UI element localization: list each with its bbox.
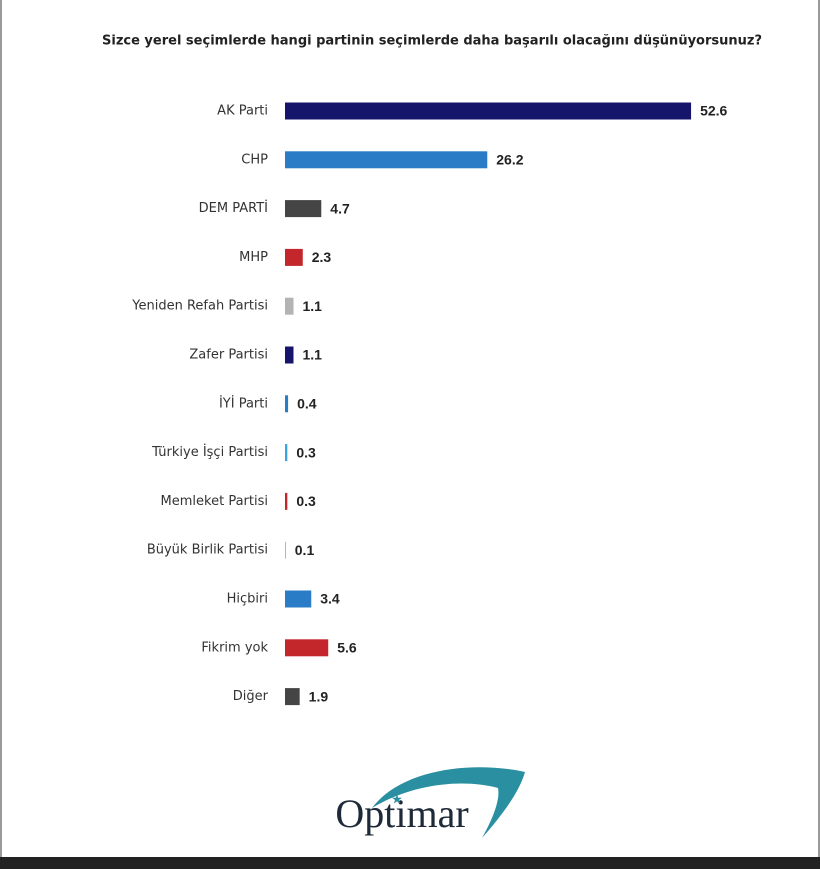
- bar: [285, 541, 286, 559]
- bar: [285, 590, 312, 608]
- category-label: Diğer: [233, 689, 269, 704]
- category-label: Büyük Birlik Partisi: [147, 543, 268, 558]
- logo-swoosh: [372, 767, 525, 838]
- category-label: CHP: [241, 152, 268, 167]
- bar: [285, 688, 300, 706]
- bar: [285, 346, 294, 364]
- bar: [285, 492, 288, 510]
- value-label: 0.3: [296, 493, 316, 509]
- chart-title: Sizce yerel seçimlerde hangi partinin se…: [102, 34, 762, 49]
- bar: [285, 102, 692, 120]
- logo-star: ★: [391, 793, 403, 808]
- category-label: Zafer Partisi: [189, 348, 268, 363]
- bar: [285, 200, 322, 218]
- category-label: DEM PARTİ: [199, 200, 268, 216]
- bar: [285, 151, 488, 169]
- value-label: 1.9: [309, 688, 329, 704]
- bar: [285, 639, 329, 657]
- bar: [285, 297, 294, 315]
- value-label: 1.1: [302, 298, 322, 314]
- value-label: 2.3: [312, 249, 332, 265]
- value-label: 0.3: [296, 444, 316, 460]
- category-label: Yeniden Refah Partisi: [131, 299, 268, 314]
- value-label: 3.4: [320, 591, 340, 607]
- value-label: 1.1: [302, 347, 322, 363]
- bottom-band: [0, 857, 820, 869]
- value-label: 0.4: [297, 396, 317, 412]
- bar: [285, 248, 303, 266]
- value-label: 52.6: [700, 103, 727, 119]
- value-label: 0.1: [295, 542, 315, 558]
- value-label: 4.7: [330, 200, 350, 216]
- category-label: AK Parti: [217, 104, 268, 119]
- category-label: Türkiye İşçi Partisi: [151, 444, 268, 460]
- category-label: Fikrim yok: [201, 640, 268, 655]
- category-label: İYİ Parti: [219, 395, 268, 411]
- category-label: Memleket Partisi: [161, 494, 268, 509]
- category-label: MHP: [239, 250, 268, 265]
- bar: [285, 444, 288, 462]
- bar: [285, 395, 289, 413]
- value-label: 5.6: [337, 640, 357, 656]
- logo: Optimar: [335, 791, 468, 836]
- category-label: Hiçbiri: [227, 592, 268, 607]
- value-label: 26.2: [496, 152, 523, 168]
